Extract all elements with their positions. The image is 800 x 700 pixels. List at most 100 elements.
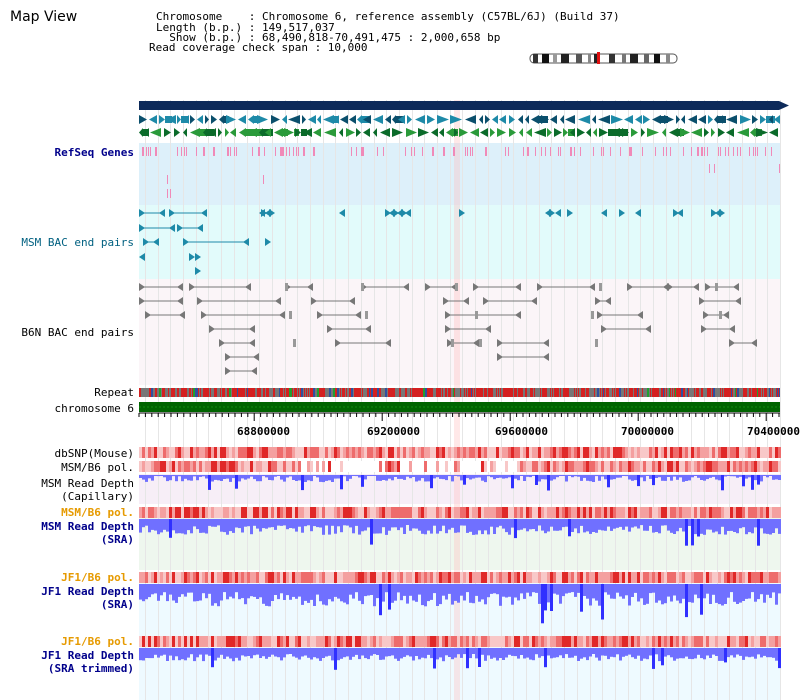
heat-cell [439,572,442,583]
heat-cell [574,461,577,472]
heat-cell [625,461,628,472]
heat-cell [208,636,211,647]
msm-bac-end [549,209,555,217]
label-msm-b6-pol-2[interactable]: MSM/B6 pol. [61,506,134,519]
heat-cell [379,447,382,458]
jf1-depth-trimmed-bars[interactable] [139,648,784,673]
chromosome-bar[interactable] [139,402,784,412]
refseq-tick [422,147,423,156]
depth-bar [280,648,283,661]
refseq-gene-ticks[interactable] [139,147,784,198]
gene-arrow [565,115,575,124]
repeat-seg [191,388,192,397]
label-msm-depth-sra-1[interactable]: MSM Read Depth [41,520,134,533]
repeat-track[interactable] [139,388,784,397]
heat-cell [502,507,505,518]
heat-cell [325,636,328,647]
heat-cell [184,507,187,518]
depth-bar [487,584,490,598]
label-jf1-depth-trim-1[interactable]: JF1 Read Depth [41,649,134,662]
refseq-gene-arrows[interactable] [139,115,789,145]
heat-cell [292,461,295,472]
heat-cell [706,447,709,458]
depth-bar [556,584,559,595]
depth-bar [163,475,166,478]
depth-bar [316,648,319,659]
gene-arrow [323,115,334,124]
b6n-bac-pair-end [403,283,409,291]
heat-cell [418,572,421,583]
heat-cell [568,447,571,458]
heat-cell [463,461,466,472]
repeat-seg [363,388,365,397]
repeat-seg [693,388,694,397]
label-jf1-b6-pol[interactable]: JF1/B6 pol. [61,571,134,584]
depth-bar [499,584,502,606]
gene-arrow [688,115,697,124]
heat-cell [481,447,484,458]
depth-bar [739,584,742,603]
chromosome-ideogram[interactable] [526,51,686,65]
msm-bac-features[interactable] [139,206,784,278]
depth-bar [292,519,295,529]
depth-bar [748,475,751,478]
heat-cell [673,507,676,518]
heat-cell [538,636,541,647]
msm-bac-end [195,253,201,261]
refseq-tick [704,147,705,156]
dbsnp-heat-strip[interactable] [139,447,784,459]
depth-bar [232,519,235,533]
depth-bar [751,519,754,534]
label-repeat[interactable]: Repeat [94,386,134,399]
heat-cell [163,461,166,472]
region-overview-bar[interactable] [139,101,791,113]
jf1-depth-sra-bars[interactable] [139,584,784,629]
label-dbsnp[interactable]: dbSNP(Mouse) [54,447,134,460]
label-chromosome[interactable]: chromosome 6 [54,402,134,415]
label-msm-b6-pol[interactable]: MSM/B6 pol. [61,461,134,474]
depth-bar [349,584,352,595]
repeat-seg [441,388,442,397]
heat-cell [679,507,682,518]
heat-cell [316,447,319,458]
b6n-bac-block [365,311,368,319]
depth-bar [682,519,685,532]
heat-cell [667,447,670,458]
heat-cell [412,636,415,647]
label-jf1-b6-pol-2[interactable]: JF1/B6 pol. [61,635,134,648]
depth-bar [355,648,358,655]
label-b6n-bac[interactable]: B6N BAC end pairs [21,326,134,339]
depth-bar [184,519,187,535]
repeat-seg [369,388,370,397]
msm-bac-end [269,209,275,217]
heat-cell [493,572,496,583]
msm-bac-end [261,209,267,217]
label-refseq-genes[interactable]: RefSeq Genes [54,146,134,159]
label-msm-depth-cap-1[interactable]: MSM Read Depth [41,477,134,490]
msm-depth-sra-bars[interactable] [139,519,784,549]
heat-cell [601,461,604,472]
heat-cell [709,572,712,583]
gene-arrow [635,115,642,124]
gene-arrow [769,128,778,137]
depth-bar [184,648,187,661]
jf1-b6-pol-heat-strip[interactable] [139,572,784,584]
label-jf1-depth-sra-1[interactable]: JF1 Read Depth [41,585,134,598]
depth-bar [445,475,448,481]
msm-depth-capillary-bars[interactable] [139,475,784,495]
heat-cell [328,447,331,458]
heat-cell [682,572,685,583]
jf1-b6-pol-heat-strip-2[interactable] [139,636,784,648]
depth-bar [325,648,328,657]
axis-label-5: 70400000 [747,425,800,438]
heat-cell [496,636,499,647]
msm-b6-pol-heat-strip-2[interactable] [139,507,784,519]
gene-arrow [373,128,377,137]
heat-cell [616,507,619,518]
gene-arrow [756,128,768,137]
msm-b6-pol-heat-strip[interactable] [139,461,784,473]
label-msm-bac[interactable]: MSM BAC end pairs [21,236,134,249]
b6n-bac-features[interactable] [139,281,784,381]
depth-bar [178,584,181,597]
repeat-seg [613,388,614,397]
